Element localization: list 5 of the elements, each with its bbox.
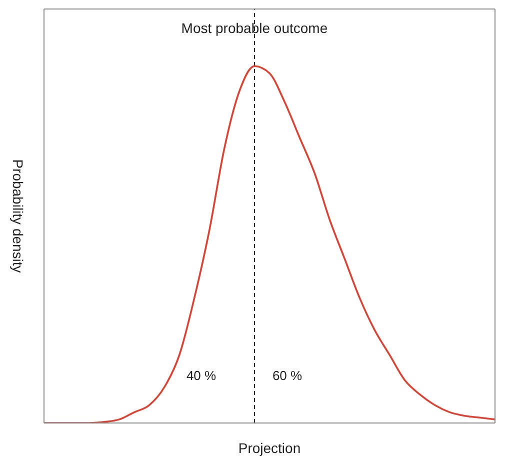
annotation: 60 %	[272, 368, 302, 383]
x-axis-title: Projection	[238, 440, 301, 456]
text: Most probable outcome	[181, 20, 328, 36]
annotation: 40 %	[186, 368, 216, 383]
y-axis-title: Probability density	[10, 159, 26, 273]
